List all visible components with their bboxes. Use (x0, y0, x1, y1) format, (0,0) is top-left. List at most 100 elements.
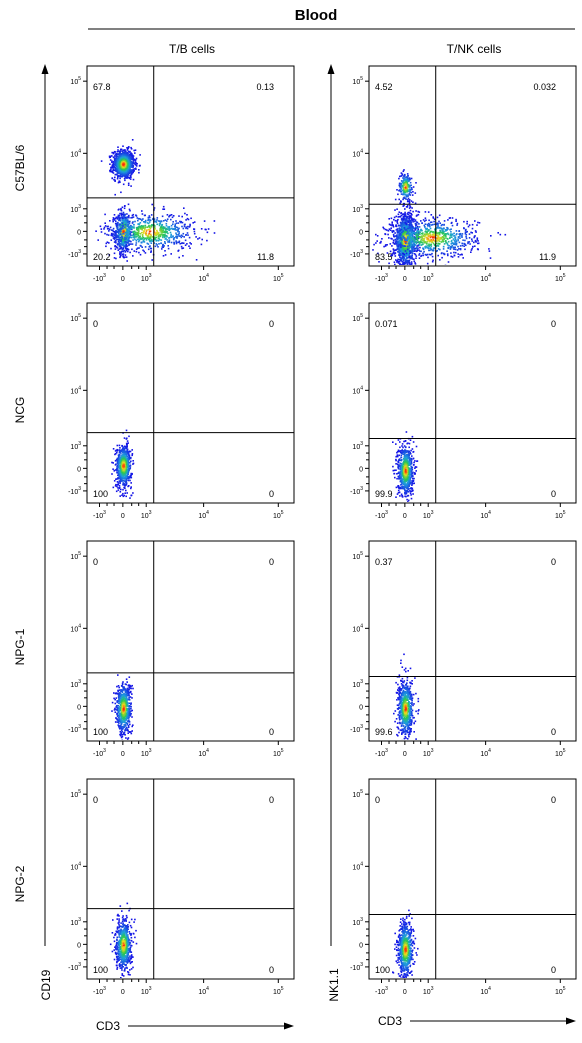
event-point (104, 227, 106, 229)
event-point (117, 146, 119, 148)
event-point (117, 178, 119, 180)
y-tick-label: 0 (77, 466, 81, 473)
event-point (463, 228, 465, 230)
event-point (477, 239, 479, 241)
event-point (373, 244, 375, 246)
event-point (157, 217, 159, 219)
event-point (425, 254, 427, 256)
event-point (451, 240, 453, 242)
event-point (160, 242, 162, 244)
event-point (423, 240, 425, 242)
event-point (413, 462, 415, 464)
event-point (103, 228, 105, 230)
event-point (398, 439, 400, 441)
event-point (120, 452, 122, 454)
event-point (101, 160, 103, 162)
event-point (453, 235, 455, 237)
event-point (139, 235, 141, 237)
event-point (400, 213, 402, 215)
event-point (104, 214, 106, 216)
event-point (420, 240, 422, 242)
event-point (465, 233, 467, 235)
event-point (443, 246, 445, 248)
event-point (170, 236, 172, 238)
event-point (409, 188, 411, 190)
event-point (123, 164, 125, 166)
event-point (130, 475, 132, 477)
event-point (462, 257, 464, 259)
event-point (196, 259, 198, 261)
event-point (419, 232, 421, 234)
event-point (204, 220, 206, 222)
event-point (465, 232, 467, 234)
event-point (414, 473, 416, 475)
event-point (127, 149, 129, 151)
event-point (207, 232, 209, 234)
event-point (108, 234, 110, 236)
event-point (423, 219, 425, 221)
event-point (411, 254, 413, 256)
event-point (172, 223, 174, 225)
event-point (412, 436, 414, 438)
x-tick-label: -103 (375, 273, 388, 283)
event-point (145, 237, 147, 239)
event-point (443, 228, 445, 230)
event-point (108, 242, 110, 244)
event-point (414, 261, 416, 263)
event-point (395, 259, 397, 261)
event-point (119, 447, 121, 449)
event-point (185, 228, 187, 230)
event-point (134, 221, 136, 223)
event-point (400, 269, 402, 271)
event-point (393, 250, 395, 252)
event-point (116, 217, 118, 219)
event-point (126, 250, 128, 252)
event-point (165, 238, 167, 240)
event-point (393, 234, 395, 236)
quadrant-label-bottom-left: 83.5 (375, 252, 393, 262)
event-point (123, 257, 125, 259)
event-point (187, 232, 189, 234)
event-cloud (351, 169, 506, 288)
event-point (400, 183, 402, 185)
event-point (462, 245, 464, 247)
event-point (181, 243, 183, 245)
event-point (400, 450, 402, 452)
event-point (466, 223, 468, 225)
event-point (117, 222, 119, 224)
event-point (130, 486, 132, 488)
event-point (414, 241, 416, 243)
event-point (122, 493, 124, 495)
event-point (158, 243, 160, 245)
event-point (138, 172, 140, 174)
event-point (431, 224, 433, 226)
event-point (145, 225, 147, 227)
event-point (399, 268, 401, 270)
event-point (95, 230, 97, 232)
event-point (132, 239, 134, 241)
event-point (134, 239, 136, 241)
event-point (421, 230, 423, 232)
event-point (444, 220, 446, 222)
event-point (126, 438, 128, 440)
event-point (121, 236, 123, 238)
event-point (461, 243, 463, 245)
event-point (186, 214, 188, 216)
event-point (411, 200, 413, 202)
event-point (131, 228, 133, 230)
event-point (143, 237, 145, 239)
event-point (425, 211, 427, 213)
event-point (397, 454, 399, 456)
event-point (412, 448, 414, 450)
event-point (458, 256, 460, 258)
event-point (411, 207, 413, 209)
event-point (391, 218, 393, 220)
panel-c57bl6-tnk: -1030103104105-10301031041054.520.03283.… (350, 66, 576, 288)
event-point (422, 243, 424, 245)
event-point (112, 177, 114, 179)
event-point (113, 172, 115, 174)
event-point (442, 239, 444, 241)
event-point (401, 274, 403, 276)
event-point (387, 234, 389, 236)
event-point (438, 237, 440, 239)
